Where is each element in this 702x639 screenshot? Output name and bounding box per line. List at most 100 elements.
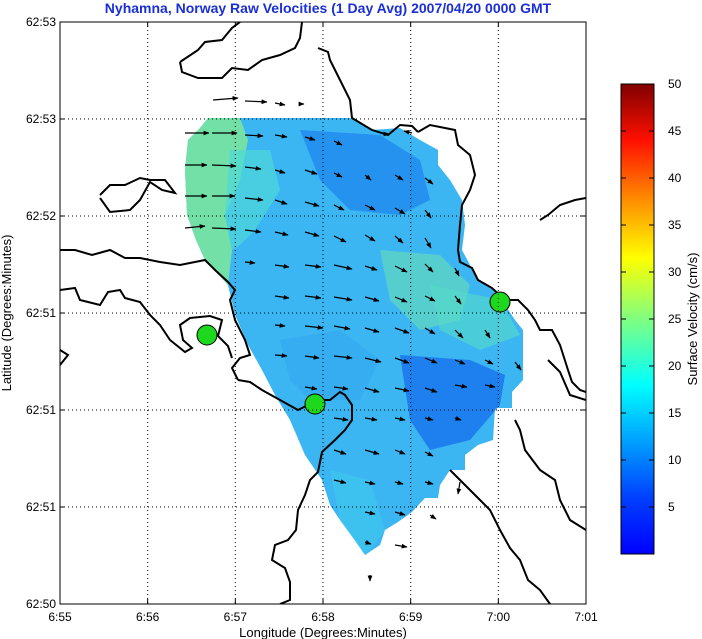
velocity-arrow <box>364 540 372 545</box>
velocity-arrow <box>304 201 320 207</box>
velocity-arrow <box>424 295 436 302</box>
coastline <box>60 22 586 604</box>
velocity-arrow <box>424 416 434 422</box>
velocity-arrow <box>424 263 434 273</box>
velocity-arrow <box>274 353 288 358</box>
velocity-arrow <box>484 359 494 365</box>
velocity-arrow <box>484 383 496 389</box>
velocity-arrow <box>244 197 264 202</box>
velocity-arrow <box>333 385 349 391</box>
velocity-arrow <box>403 129 413 135</box>
y-tick-label: 62:50 <box>26 597 56 611</box>
velocity-arrow <box>304 354 320 360</box>
velocity-arrow <box>274 294 290 300</box>
velocity-arrow <box>274 133 288 139</box>
velocity-arrow <box>364 327 380 333</box>
velocity-arrow <box>364 174 372 181</box>
velocity-arrow <box>454 383 468 389</box>
velocity-arrow <box>454 416 462 421</box>
velocity-arrow <box>394 357 410 364</box>
velocity-arrow <box>394 416 406 422</box>
colorbar-tick-label: 35 <box>668 218 682 232</box>
x-tick-label: 6:59 <box>399 610 423 624</box>
velocity-arrow <box>429 514 437 520</box>
velocity-arrow <box>454 267 460 277</box>
velocity-arrow <box>274 169 286 174</box>
velocity-arrow <box>304 325 324 330</box>
velocity-arrow <box>424 387 438 393</box>
y-tick-label: 62:53 <box>26 15 56 29</box>
velocity-arrow <box>364 480 376 486</box>
colorbar-label: Surface Velocity (cm/s) <box>685 253 700 386</box>
y-tick-label: 62:51 <box>26 403 56 417</box>
colorbar-tick-label: 10 <box>668 453 682 467</box>
velocity-arrow <box>333 416 349 422</box>
velocity-arrow <box>394 511 406 516</box>
plot-area <box>60 22 586 604</box>
x-axis-label: Longitude (Degrees:Minutes) <box>239 625 407 639</box>
colorbar-tick-label: 20 <box>668 359 682 373</box>
colorbar-tick-label: 50 <box>668 77 682 91</box>
y-tick-label: 62:53 <box>26 112 56 126</box>
y-axis-label: Latitude (Degrees:Minutes) <box>0 235 14 392</box>
velocity-arrow <box>333 449 347 455</box>
y-tick-label: 62:51 <box>26 306 56 320</box>
velocity-arrow <box>364 449 380 455</box>
velocity-arrow <box>394 387 410 393</box>
velocity-arrow <box>333 296 353 302</box>
velocity-arrow <box>394 265 408 273</box>
colorbar-tick-label: 45 <box>668 124 682 138</box>
velocity-arrow <box>394 449 406 455</box>
velocity-arrow <box>364 204 376 211</box>
colorbar-gradient <box>620 83 655 555</box>
velocity-arrow <box>274 231 289 237</box>
map-title: Nyhamna, Norway Raw Velocities (1 Day Av… <box>105 0 552 16</box>
station-marker <box>489 291 511 313</box>
velocity-arrow <box>424 451 434 457</box>
y-axis-ticks: 62:50 62:51 62:51 62:51 62:52 62:53 62:53 <box>26 15 586 611</box>
x-axis-ticks: 6:55 6:56 6:57 6:58 6:59 7:00 7:01 <box>48 22 598 624</box>
velocity-arrow <box>394 207 406 215</box>
velocity-arrow <box>244 260 256 265</box>
colorbar-tick-label: 40 <box>668 171 682 185</box>
velocity-arrow <box>244 99 268 105</box>
colorbar-ticks: 5 10 15 20 25 30 35 40 45 50 <box>621 77 682 514</box>
velocity-arrow <box>484 329 491 339</box>
y-tick-label: 62:51 <box>26 500 56 514</box>
velocity-arrow <box>394 480 404 486</box>
velocity-arrow <box>211 226 237 232</box>
station-marker <box>304 393 326 415</box>
velocity-arrow <box>454 359 466 365</box>
velocity-arrow <box>514 361 522 371</box>
velocity-arrow <box>364 387 380 393</box>
colorbar-tick-label: 5 <box>668 500 675 514</box>
velocity-arrow <box>274 263 290 269</box>
velocity-arrow <box>304 294 322 300</box>
velocity-arrow <box>244 228 262 234</box>
velocity-arrow <box>304 231 320 237</box>
velocity-arrow <box>333 264 353 271</box>
velocity-arrow <box>456 481 462 495</box>
velocity-arrow <box>211 163 237 169</box>
velocity-arrow <box>333 172 343 178</box>
velocity-arrow <box>424 209 432 219</box>
grid <box>60 22 586 604</box>
station-marker <box>196 324 218 346</box>
velocity-arrow <box>304 169 318 175</box>
velocity-arrow <box>304 263 322 269</box>
velocity-arrow <box>394 327 410 334</box>
velocity-arrow <box>394 174 404 181</box>
velocity-arrow <box>364 510 376 516</box>
velocity-arrow <box>454 329 464 339</box>
velocity-arrow <box>212 96 239 101</box>
velocity-arrow <box>244 133 264 139</box>
y-tick-label: 62:52 <box>26 209 56 223</box>
velocity-arrow <box>333 140 343 146</box>
velocity-arrow <box>364 296 380 302</box>
velocity-arrow <box>424 177 434 185</box>
velocity-arrow <box>304 136 316 141</box>
velocity-arrow <box>333 325 351 331</box>
x-tick-label: 6:57 <box>224 610 248 624</box>
velocity-arrow <box>364 357 382 364</box>
